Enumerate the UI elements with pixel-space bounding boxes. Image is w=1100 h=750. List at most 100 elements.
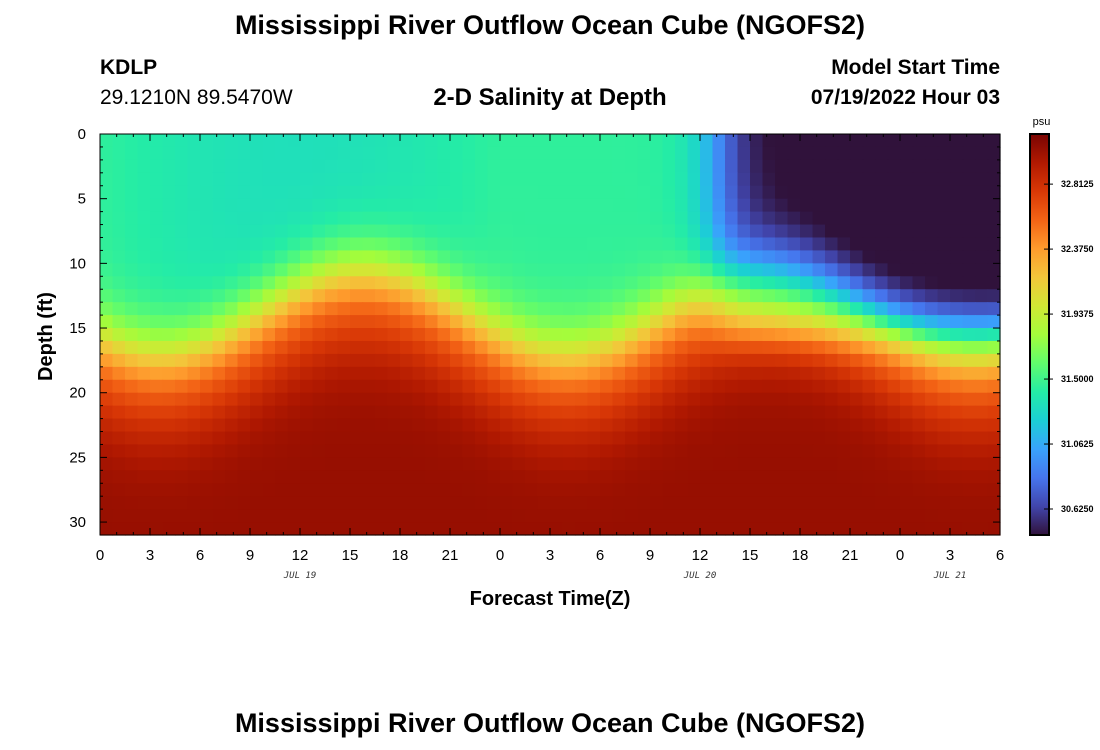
heatmap-cell bbox=[187, 328, 201, 342]
heatmap-cell bbox=[275, 457, 289, 471]
heatmap-cell bbox=[650, 483, 664, 497]
heatmap-cell bbox=[100, 496, 114, 510]
heatmap-cell bbox=[675, 522, 689, 536]
heatmap-cell bbox=[575, 198, 589, 213]
heatmap-cell bbox=[812, 496, 826, 510]
heatmap-cell bbox=[287, 431, 301, 446]
heatmap-cell bbox=[100, 470, 114, 484]
heatmap-cell bbox=[450, 457, 464, 471]
heatmap-cell bbox=[100, 431, 114, 446]
heatmap-cell bbox=[375, 263, 389, 277]
heatmap-cell bbox=[775, 159, 789, 174]
heatmap-cell bbox=[450, 315, 464, 329]
heatmap-cell bbox=[775, 405, 789, 420]
heatmap-cell bbox=[962, 159, 976, 174]
heatmap-cell bbox=[725, 224, 739, 239]
heatmap-cell bbox=[237, 366, 251, 381]
heatmap-cell bbox=[487, 315, 501, 329]
heatmap-cell bbox=[775, 392, 789, 407]
heatmap-cell bbox=[187, 366, 201, 381]
heatmap-cell bbox=[212, 198, 226, 213]
heatmap-cell bbox=[500, 159, 514, 174]
heatmap-cell bbox=[937, 328, 951, 342]
heatmap-cell bbox=[737, 405, 751, 420]
heatmap-cell bbox=[925, 198, 939, 213]
heatmap-cell bbox=[700, 509, 714, 523]
heatmap-cell bbox=[812, 302, 826, 316]
heatmap-cell bbox=[250, 198, 264, 213]
heatmap-cell bbox=[612, 237, 626, 252]
heatmap-cell bbox=[587, 444, 601, 458]
heatmap-cell bbox=[475, 366, 489, 381]
heatmap-cell bbox=[987, 509, 1001, 523]
heatmap-cell bbox=[187, 496, 201, 510]
heatmap-cell bbox=[762, 392, 776, 407]
heatmap-cell bbox=[712, 159, 726, 174]
heatmap-cell bbox=[975, 483, 989, 497]
heatmap-cell bbox=[850, 198, 864, 213]
x-tick-label: 9 bbox=[646, 547, 654, 564]
heatmap-cell bbox=[525, 340, 539, 355]
heatmap-cell bbox=[525, 159, 539, 174]
heatmap-cell bbox=[637, 405, 651, 420]
heatmap-cell bbox=[137, 418, 151, 433]
heatmap-cell bbox=[350, 340, 364, 355]
heatmap-cell bbox=[312, 392, 326, 407]
heatmap-cell bbox=[800, 315, 814, 329]
heatmap-cell bbox=[775, 431, 789, 446]
heatmap-cell bbox=[587, 340, 601, 355]
heatmap-cell bbox=[650, 185, 664, 200]
heatmap-cell bbox=[225, 198, 239, 213]
heatmap-cell bbox=[375, 522, 389, 536]
heatmap-cell bbox=[612, 172, 626, 187]
heatmap-cell bbox=[262, 353, 276, 368]
heatmap-cell bbox=[375, 418, 389, 433]
heatmap-cell bbox=[225, 353, 239, 368]
heatmap-cell bbox=[200, 289, 214, 303]
heatmap-cell bbox=[575, 276, 589, 290]
heatmap-cell bbox=[287, 405, 301, 420]
heatmap-cell bbox=[262, 418, 276, 433]
heatmap-cell bbox=[975, 470, 989, 484]
heatmap-cell bbox=[437, 185, 451, 200]
heatmap-cell bbox=[837, 340, 851, 355]
heatmap-cell bbox=[337, 470, 351, 484]
heatmap-cell bbox=[525, 302, 539, 316]
heatmap-cell bbox=[575, 496, 589, 510]
heatmap-cell bbox=[412, 224, 426, 239]
heatmap-cell bbox=[225, 444, 239, 458]
heatmap-cell bbox=[987, 328, 1001, 342]
heatmap-cell bbox=[275, 379, 289, 394]
heatmap-cell bbox=[712, 134, 726, 148]
heatmap-cell bbox=[912, 198, 926, 213]
heatmap-cell bbox=[350, 289, 364, 303]
heatmap-cell bbox=[312, 328, 326, 342]
heatmap-cell bbox=[925, 366, 939, 381]
heatmap-cell bbox=[837, 392, 851, 407]
heatmap-cell bbox=[387, 263, 401, 277]
heatmap-cell bbox=[712, 496, 726, 510]
heatmap-cell bbox=[775, 211, 789, 226]
heatmap-cell bbox=[712, 340, 726, 355]
heatmap-cell bbox=[425, 444, 439, 458]
heatmap-cell bbox=[837, 134, 851, 148]
heatmap-cell bbox=[212, 431, 226, 446]
heatmap-cell bbox=[562, 250, 576, 264]
heatmap-cell bbox=[200, 250, 214, 264]
heatmap-cell bbox=[237, 444, 251, 458]
heatmap-cell bbox=[125, 392, 139, 407]
heatmap-cell bbox=[200, 159, 214, 174]
heatmap-cell bbox=[700, 366, 714, 381]
heatmap-cell bbox=[662, 302, 676, 316]
heatmap-cell bbox=[187, 134, 201, 148]
heatmap-cell bbox=[212, 250, 226, 264]
heatmap-cell bbox=[137, 250, 151, 264]
heatmap-cell bbox=[937, 211, 951, 226]
heatmap-cell bbox=[175, 328, 189, 342]
heatmap-cell bbox=[612, 185, 626, 200]
heatmap-cell bbox=[887, 431, 901, 446]
heatmap-cell bbox=[150, 418, 164, 433]
heatmap-cell bbox=[937, 496, 951, 510]
heatmap-cell bbox=[437, 276, 451, 290]
heatmap-cell bbox=[362, 315, 376, 329]
